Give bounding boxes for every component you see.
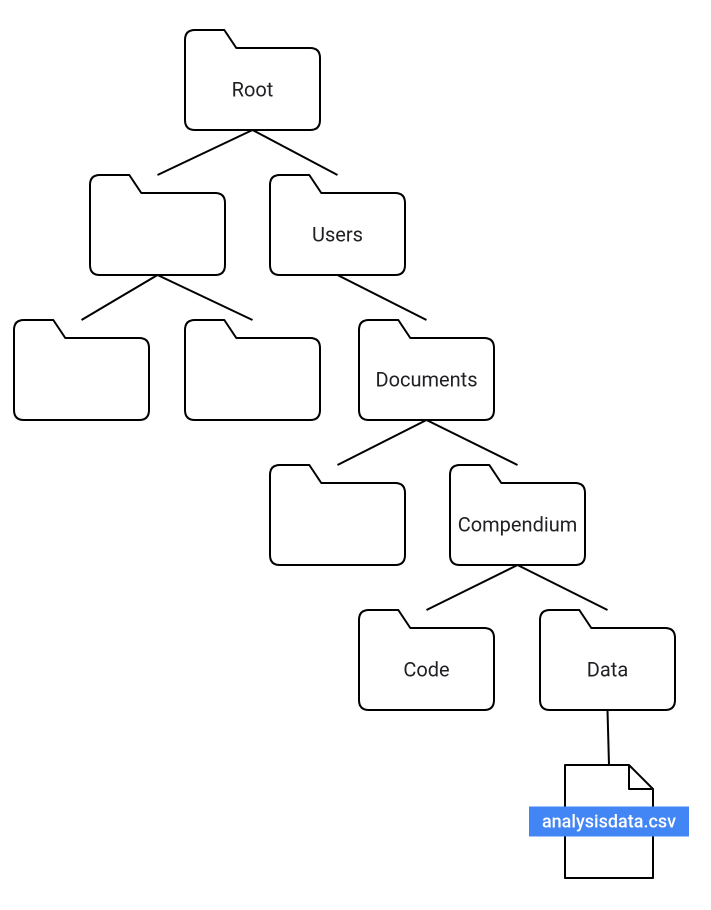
folder-label: Documents [375,367,477,391]
folder-label: Root [232,77,274,101]
folder-node [185,320,320,420]
edge [427,565,518,610]
edge [338,420,427,465]
edge [427,420,518,465]
edge [82,275,158,320]
folder-icon [90,175,225,275]
folder-icon [270,465,405,565]
folder-node: Documents [359,320,494,420]
folder-node [270,465,405,565]
folder-node: Root [185,30,320,130]
tree-diagram: Root Users Documents Compendium Code Data anal… [0,0,711,910]
folder-label: Data [587,657,628,681]
folder-label: Users [312,222,363,246]
folder-node: Data [540,610,675,710]
folder-label: Compendium [458,512,578,536]
nodes-layer: Root Users Documents Compendium Code Data anal… [14,30,689,878]
folder-icon [185,320,320,420]
folder-node: Code [359,610,494,710]
file-node: analysisdata.csv [529,765,689,878]
file-label: analysisdata.csv [542,811,676,832]
edge [338,275,427,320]
folder-label: Code [403,657,449,681]
folder-node [90,175,225,275]
folder-node [14,320,149,420]
folder-node: Users [270,175,405,275]
folder-node: Compendium [450,465,585,565]
edge [253,130,338,175]
edge [158,275,253,320]
edge [518,565,608,610]
edge [158,130,253,175]
edge [608,710,610,765]
folder-icon [14,320,149,420]
